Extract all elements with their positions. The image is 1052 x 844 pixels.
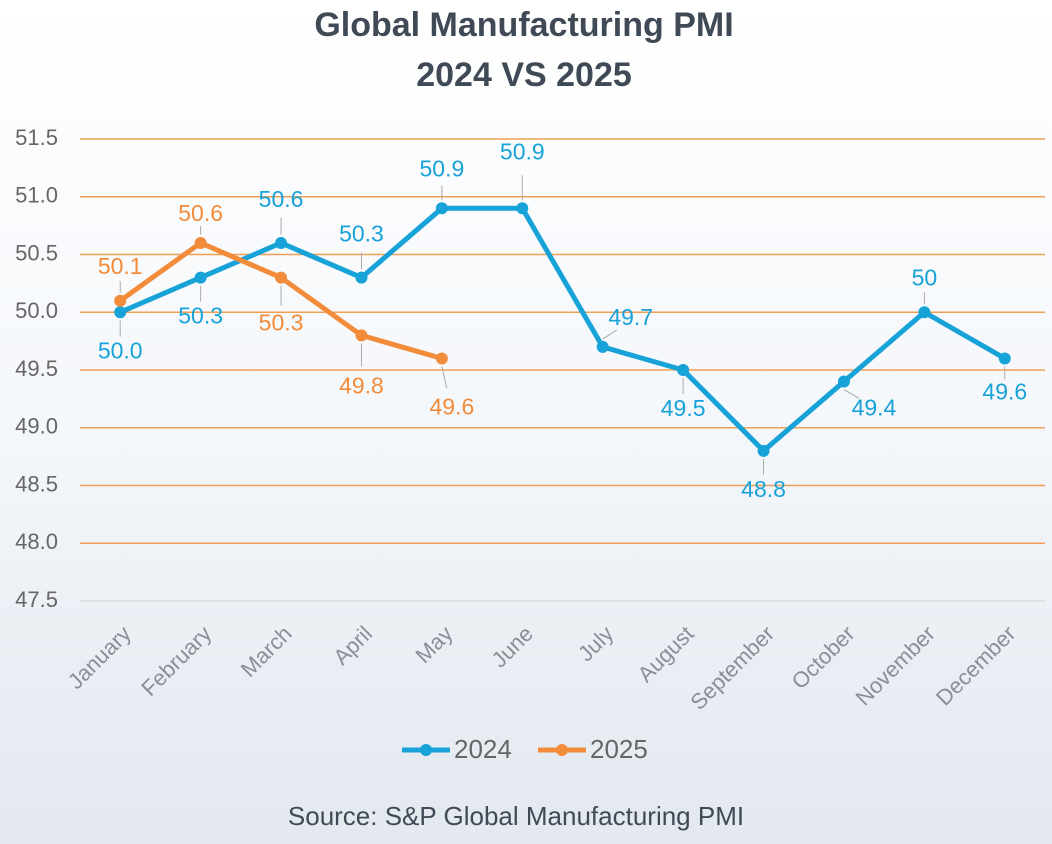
data-point — [355, 329, 368, 342]
x-tick-label: March — [236, 621, 297, 682]
data-point — [114, 294, 127, 307]
data-point — [355, 271, 368, 284]
y-tick-label: 47.5 — [15, 587, 58, 612]
data-label: 49.4 — [852, 395, 897, 421]
data-label: 50.1 — [98, 253, 143, 279]
data-point — [677, 364, 690, 376]
leader-line — [843, 389, 860, 399]
x-tick-label: November — [851, 621, 940, 710]
x-tick-label: January — [63, 621, 136, 694]
x-tick-label: August — [633, 621, 699, 687]
y-tick-label: 49.5 — [15, 356, 58, 381]
data-label: 50.3 — [178, 303, 223, 329]
data-point — [596, 340, 609, 353]
legend-label: 2024 — [454, 734, 512, 764]
data-label: 49.6 — [429, 394, 474, 420]
data-point — [757, 444, 770, 457]
data-label: 50.3 — [339, 221, 384, 247]
y-tick-label: 51.5 — [15, 125, 58, 150]
x-tick-label: February — [136, 621, 216, 701]
data-point — [275, 271, 288, 284]
x-tick-label: December — [931, 621, 1020, 710]
data-label: 50.0 — [98, 337, 143, 363]
data-label: 50.3 — [259, 310, 304, 336]
data-point — [114, 306, 127, 319]
data-label: 50 — [912, 264, 938, 290]
legend-label: 2025 — [590, 734, 648, 764]
source-note: Source: S&P Global Manufacturing PMI — [288, 801, 744, 831]
y-tick-label: 48.0 — [15, 529, 58, 554]
data-point — [837, 375, 850, 388]
data-label: 49.8 — [339, 372, 384, 398]
data-point — [194, 236, 207, 249]
chart-subtitle: 2024 VS 2025 — [416, 56, 632, 94]
data-label: 50.6 — [259, 186, 304, 212]
data-point — [516, 202, 529, 215]
x-tick-label: April — [328, 621, 377, 670]
leader-line — [602, 329, 617, 340]
data-point — [435, 352, 448, 365]
chart-title: Global Manufacturing PMI — [314, 6, 733, 44]
data-label: 50.9 — [419, 155, 464, 181]
x-tick-label: October — [787, 621, 860, 694]
data-point — [998, 352, 1011, 365]
x-tick-label: June — [487, 621, 538, 672]
y-tick-label: 50.0 — [15, 298, 58, 323]
data-label: 50.6 — [178, 200, 223, 226]
data-point — [194, 271, 207, 284]
leader-line — [441, 366, 448, 389]
x-tick-label: September — [685, 621, 779, 715]
y-tick-label: 49.0 — [15, 414, 58, 439]
data-point — [918, 306, 931, 319]
series-line — [119, 205, 1007, 454]
y-tick-label: 48.5 — [15, 471, 58, 496]
data-label: 49.7 — [608, 304, 653, 330]
legend-marker — [556, 744, 568, 756]
data-label: 49.6 — [982, 379, 1027, 405]
legend-marker — [420, 744, 432, 756]
x-tick-label: July — [573, 621, 618, 666]
data-label: 50.9 — [500, 138, 545, 164]
data-point — [435, 202, 448, 215]
data-label: 49.5 — [661, 395, 706, 421]
y-tick-label: 51.0 — [15, 183, 58, 208]
data-label: 48.8 — [741, 476, 786, 502]
x-tick-label: May — [410, 621, 457, 668]
y-tick-label: 50.5 — [15, 240, 58, 265]
data-point — [275, 236, 288, 249]
